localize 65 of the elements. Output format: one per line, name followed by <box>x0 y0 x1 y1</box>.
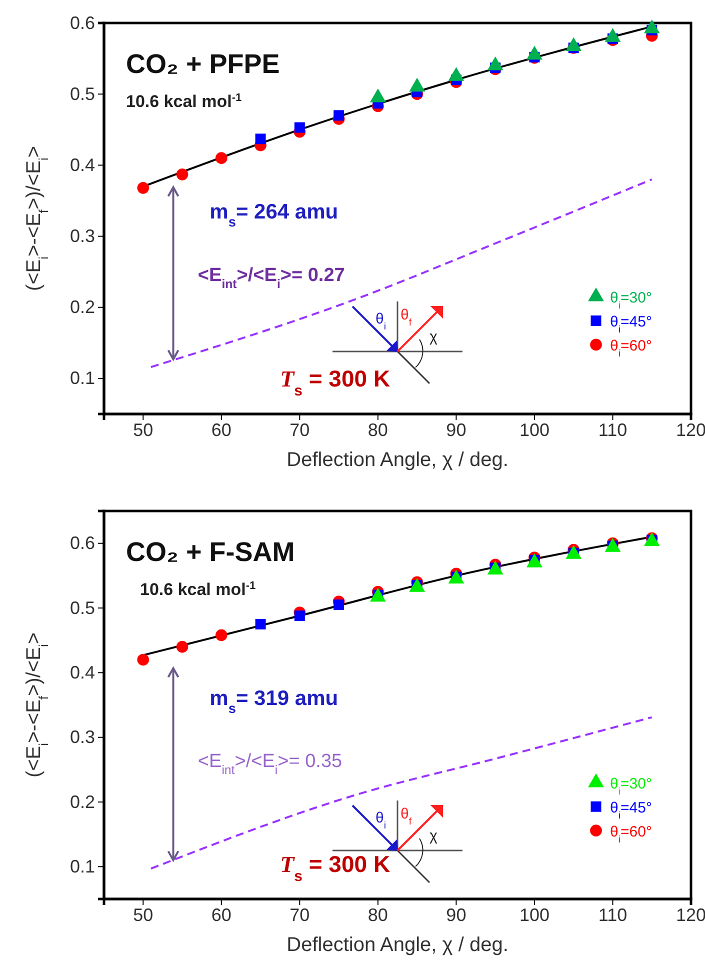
annotation: θ$_{f}$ <box>400 306 412 328</box>
x-tick-label: 120 <box>676 420 705 440</box>
legend-label: θ$_{i}$=45° <box>610 314 652 336</box>
text: CO₂ + PFPE <box>126 49 280 79</box>
annotation: θ$_{i}$ <box>376 310 386 332</box>
x-tick-label: 80 <box>368 904 388 925</box>
point <box>294 122 305 133</box>
annotation: <E$_{int}$>/<E$_{i}$>= 0.35 <box>198 751 342 778</box>
y-tick-label: 0.4 <box>70 662 95 682</box>
line-series <box>150 178 653 368</box>
legend-label: θ$_{i}$=60° <box>610 824 652 846</box>
text: 10.6 kcal mol$^{-1}$ <box>140 580 256 599</box>
y-tick-label: 0.6 <box>70 533 95 554</box>
x-axis-title: Deflection Angle, χ / deg. <box>286 449 508 471</box>
legend-label: θ$_{i}$=30° <box>610 776 652 798</box>
x-tick-label: 50 <box>133 904 154 925</box>
annotation: <E$_{int}$>/<E$_{i}$>= 0.27 <box>198 265 345 292</box>
point <box>215 152 228 164</box>
x-tick-label: 60 <box>211 420 232 440</box>
x-tick-label: 60 <box>211 904 232 925</box>
y-tick-label: 0.1 <box>70 856 95 876</box>
x-tick-label: 50 <box>133 420 154 440</box>
point <box>137 654 150 666</box>
x-tick-label: 70 <box>290 420 310 440</box>
y-tick-label: 0.4 <box>70 154 95 175</box>
x-tick-label: 100 <box>519 420 550 440</box>
point <box>334 600 344 610</box>
point <box>255 134 266 144</box>
point <box>137 182 150 194</box>
annotation: m$_{s}$= 319 amu <box>210 687 338 716</box>
point <box>176 168 188 180</box>
x-tick-label: 70 <box>290 904 310 925</box>
annotation: χ <box>430 828 438 844</box>
annotation: θ$_{i}$ <box>376 810 386 831</box>
annotation: T$_{s}$ = 300 K <box>280 850 390 884</box>
annotation: T$_{s}$ = 300 K <box>280 366 390 400</box>
y-tick-label: 0.3 <box>70 226 95 246</box>
x-tick-label: 120 <box>676 904 705 925</box>
x-tick-label: 110 <box>598 904 628 925</box>
y-tick-label: 0.2 <box>70 792 95 812</box>
annotation: θ$_{f}$ <box>400 806 412 827</box>
x-tick-label: 80 <box>368 420 388 440</box>
x-axis-title: Deflection Angle, χ / deg. <box>286 934 508 956</box>
text: 10.6 kcal mol$^{-1}$ <box>126 92 242 111</box>
x-tick-label: 110 <box>598 420 628 440</box>
y-tick-label: 0.2 <box>70 297 95 318</box>
point <box>294 610 305 622</box>
point <box>334 110 344 121</box>
point <box>255 618 266 630</box>
legend-label: θ$_{i}$=45° <box>610 800 652 822</box>
annotation: χ <box>430 328 438 346</box>
y-tick-label: 0.1 <box>70 368 95 388</box>
legend-label: θ$_{i}$=60° <box>610 338 652 360</box>
text: CO₂ + F-SAM <box>126 537 295 567</box>
legend-label: θ$_{i}$=30° <box>610 290 652 312</box>
y-tick-label: 0.5 <box>70 84 95 104</box>
y-tick-label: 0.5 <box>70 598 95 618</box>
x-tick-label: 90 <box>446 904 466 925</box>
y-tick-label: 0.6 <box>70 12 95 33</box>
x-tick-label: 90 <box>446 420 466 440</box>
point <box>215 629 228 642</box>
point <box>176 640 188 653</box>
y-tick-label: 0.3 <box>70 727 95 748</box>
x-tick-label: 100 <box>519 904 550 925</box>
annotation: m$_{s}$= 264 amu <box>210 200 338 229</box>
